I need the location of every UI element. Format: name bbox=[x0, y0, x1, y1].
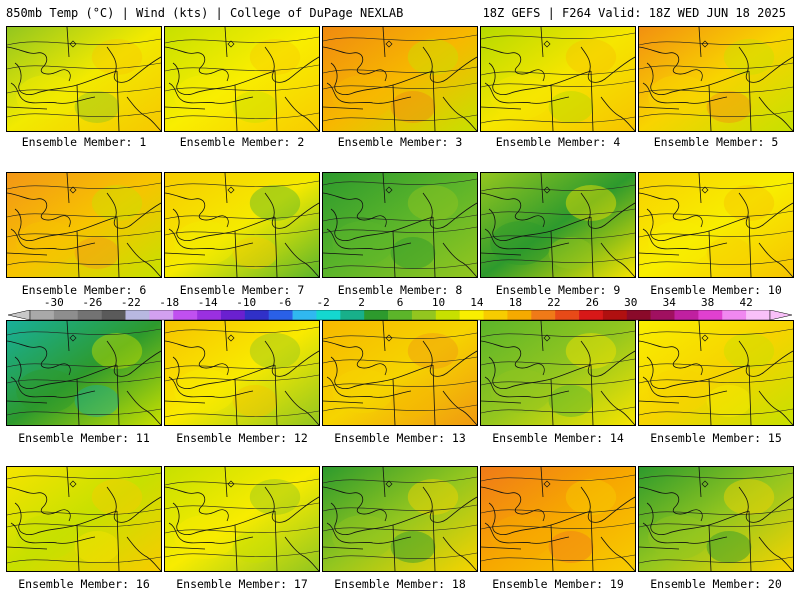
colorbar-tick-label: 18 bbox=[508, 296, 522, 309]
ensemble-member-label: Ensemble Member: 4 bbox=[495, 135, 621, 149]
colorbar-tick-label: 22 bbox=[547, 296, 561, 309]
ensemble-member-map bbox=[164, 172, 320, 278]
colorbar-swatch bbox=[435, 310, 460, 320]
chart-title: 850mb Temp (°C) | Wind (kts) | College o… bbox=[6, 6, 404, 20]
ensemble-member-map bbox=[322, 172, 478, 278]
colorbar-tick-label: 6 bbox=[396, 296, 404, 309]
ensemble-member-map bbox=[6, 26, 162, 132]
ensemble-member-label: Ensemble Member: 3 bbox=[337, 135, 463, 149]
ensemble-member-map bbox=[164, 26, 320, 132]
ensemble-member-map bbox=[6, 466, 162, 572]
ensemble-member-label: Ensemble Member: 11 bbox=[18, 431, 150, 445]
ensemble-member-map bbox=[322, 26, 478, 132]
colorbar-tick-label: 2 bbox=[358, 296, 365, 309]
ensemble-member-map bbox=[638, 320, 794, 426]
ensemble-member-map bbox=[638, 26, 794, 132]
colorbar-swatch bbox=[364, 310, 389, 320]
ensemble-member-label: Ensemble Member: 16 bbox=[18, 577, 150, 591]
colorbar-swatch bbox=[579, 310, 604, 320]
colorbar-tick-label: 14 bbox=[470, 296, 484, 309]
colorbar-swatch bbox=[30, 310, 55, 320]
colorbar-swatch bbox=[555, 310, 580, 320]
colorbar-tick-label: 26 bbox=[585, 296, 599, 309]
colorbar-tick-label: -2 bbox=[316, 296, 330, 309]
colorbar-swatch bbox=[674, 310, 699, 320]
ensemble-member-label: Ensemble Member: 8 bbox=[337, 283, 463, 297]
colorbar-tick-label: -22 bbox=[120, 296, 141, 309]
colorbar-swatch bbox=[722, 310, 747, 320]
ensemble-member-map bbox=[480, 172, 636, 278]
colorbar-swatch bbox=[626, 310, 651, 320]
colorbar-tick-label: -18 bbox=[159, 296, 180, 309]
colorbar-swatch bbox=[340, 310, 365, 320]
colorbar-tick-label: 42 bbox=[739, 296, 753, 309]
colorbar-swatch bbox=[507, 310, 532, 320]
colorbar-swatch bbox=[149, 310, 174, 320]
colorbar-swatch bbox=[459, 310, 484, 320]
colorbar-swatch bbox=[531, 310, 556, 320]
ensemble-member-label: Ensemble Member: 6 bbox=[21, 283, 147, 297]
run-valid-time: 18Z GEFS | F264 Valid: 18Z WED JUN 18 20… bbox=[482, 6, 786, 20]
ensemble-member-map bbox=[480, 466, 636, 572]
ensemble-member-label: Ensemble Member: 19 bbox=[492, 577, 624, 591]
colorbar-low-arrow bbox=[8, 310, 31, 321]
ensemble-member-label: Ensemble Member: 15 bbox=[650, 431, 782, 445]
ensemble-member-map bbox=[480, 26, 636, 132]
colorbar-swatch bbox=[101, 310, 126, 320]
colorbar-swatch bbox=[316, 310, 341, 320]
colorbar-swatch bbox=[220, 310, 246, 320]
ensemble-member-map bbox=[322, 320, 478, 426]
colorbar-tick-label: -14 bbox=[197, 296, 218, 309]
colorbar-swatch bbox=[411, 310, 437, 320]
colorbar-tick-label: 38 bbox=[701, 296, 715, 309]
ensemble-member-map bbox=[480, 320, 636, 426]
colorbar-swatch bbox=[53, 310, 79, 320]
colorbar-swatch bbox=[388, 310, 413, 320]
colorbar-swatch bbox=[483, 310, 508, 320]
ensemble-member-label: Ensemble Member: 14 bbox=[492, 431, 624, 445]
colorbar-swatch bbox=[197, 310, 222, 320]
ensemble-member-map bbox=[638, 172, 794, 278]
colorbar-swatch bbox=[173, 310, 198, 320]
ensemble-member-label: Ensemble Member: 5 bbox=[653, 135, 779, 149]
ensemble-member-map bbox=[638, 466, 794, 572]
colorbar-swatch bbox=[746, 310, 771, 320]
ensemble-member-map bbox=[6, 320, 162, 426]
colorbar-tick-label: -6 bbox=[277, 296, 292, 309]
colorbar-tick-label: -26 bbox=[82, 296, 103, 309]
colorbar-tick-label: -30 bbox=[43, 296, 64, 309]
ensemble-member-label: Ensemble Member: 9 bbox=[495, 283, 621, 297]
colorbar-tick-label: 34 bbox=[662, 296, 676, 309]
colorbar-high-arrow bbox=[769, 310, 792, 321]
colorbar-swatch bbox=[125, 310, 150, 320]
ensemble-member-label: Ensemble Member: 20 bbox=[650, 577, 782, 591]
colorbar: -30 -26 -22 -18 -14 -10 -6 -2 2 6 10 14 18 22 26 30 34 38… bbox=[8, 297, 792, 327]
colorbar-tick-label: -10 bbox=[236, 296, 257, 309]
ensemble-member-label: Ensemble Member: 12 bbox=[176, 431, 308, 445]
ensemble-member-label: Ensemble Member: 13 bbox=[334, 431, 466, 445]
colorbar-tick-label: 10 bbox=[431, 296, 446, 309]
colorbar-swatch bbox=[602, 310, 628, 320]
colorbar-swatch bbox=[698, 310, 723, 320]
colorbar-swatch bbox=[268, 310, 293, 320]
ensemble-member-map bbox=[6, 172, 162, 278]
ensemble-member-map bbox=[322, 466, 478, 572]
colorbar-swatch bbox=[650, 310, 675, 320]
ensemble-member-label: Ensemble Member: 2 bbox=[179, 135, 305, 149]
ensemble-member-label: Ensemble Member: 18 bbox=[334, 577, 466, 591]
ensemble-member-map bbox=[164, 320, 320, 426]
ensemble-member-label: Ensemble Member: 10 bbox=[650, 283, 782, 297]
colorbar-swatch bbox=[77, 310, 102, 320]
colorbar-swatch bbox=[292, 310, 317, 320]
colorbar-scale bbox=[8, 310, 792, 321]
colorbar-swatch bbox=[244, 310, 270, 320]
colorbar-tick-label: 30 bbox=[624, 296, 638, 309]
ensemble-member-label: Ensemble Member: 1 bbox=[21, 135, 147, 149]
ensemble-member-label: Ensemble Member: 7 bbox=[179, 283, 305, 297]
ensemble-member-label: Ensemble Member: 17 bbox=[176, 577, 308, 591]
ensemble-member-map bbox=[164, 466, 320, 572]
